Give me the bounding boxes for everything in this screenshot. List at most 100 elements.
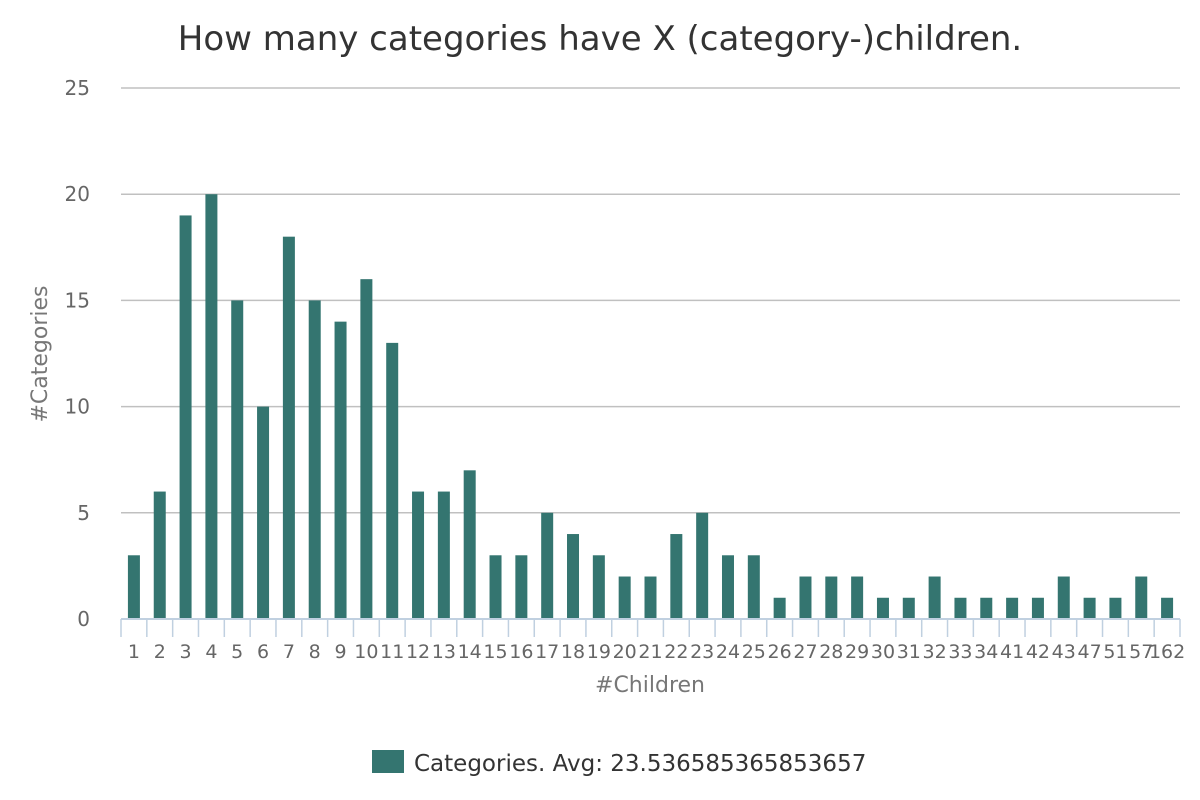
bar-24[interactable] [721, 555, 734, 619]
x-tick-label-26: 26 [768, 641, 792, 663]
bar-31[interactable] [902, 597, 915, 619]
bar-2[interactable] [153, 491, 166, 619]
bar-19[interactable] [592, 555, 605, 619]
bar-51[interactable] [1109, 597, 1122, 619]
x-tick-label-10: 10 [354, 641, 378, 663]
y-axis-tick-labels: 0 5 10 15 20 25 [65, 76, 90, 631]
bar-1[interactable] [127, 555, 140, 619]
bar-6[interactable] [257, 406, 270, 619]
y-tick-label-25: 25 [65, 76, 90, 100]
y-tick-label-0: 0 [77, 607, 90, 631]
x-tick-label-18: 18 [561, 641, 585, 663]
x-tick-label-51: 51 [1103, 641, 1127, 663]
x-tick-label-42: 42 [1026, 641, 1050, 663]
bar-5[interactable] [231, 300, 244, 619]
x-tick-label-57: 57 [1129, 641, 1153, 663]
x-tick-label-17: 17 [535, 641, 559, 663]
bar-12[interactable] [412, 491, 425, 619]
bars [127, 194, 1174, 619]
x-tick-label-21: 21 [638, 641, 662, 663]
bar-23[interactable] [696, 512, 709, 619]
bar-9[interactable] [334, 321, 347, 619]
bar-43[interactable] [1057, 576, 1070, 619]
x-tick-label-7: 7 [283, 641, 295, 663]
x-tick-label-14: 14 [458, 641, 482, 663]
bar-3[interactable] [179, 215, 192, 619]
x-tick-label-6: 6 [257, 641, 269, 663]
x-tick-label-13: 13 [432, 641, 456, 663]
bar-25[interactable] [747, 555, 760, 619]
x-tick-label-5: 5 [231, 641, 243, 663]
bar-41[interactable] [1006, 597, 1019, 619]
x-axis-title: #Children [595, 673, 705, 698]
bar-4[interactable] [205, 194, 218, 619]
x-axis-tick-labels: 1 2 3 4 5 6 7 8 9 10 11 12 13 14 15 16 17 18 19 20 21 22 23 24 2… [128, 641, 1185, 663]
y-tick-label-15: 15 [65, 288, 90, 312]
x-tick-label-162: 162 [1149, 641, 1185, 663]
y-tick-label-20: 20 [65, 182, 90, 206]
y-axis-title: #Categories [28, 285, 53, 422]
x-tick-label-23: 23 [690, 641, 714, 663]
bar-13[interactable] [437, 491, 450, 619]
bar-11[interactable] [386, 342, 399, 619]
x-tick-label-25: 25 [742, 641, 766, 663]
x-tick-label-41: 41 [1000, 641, 1024, 663]
x-tick-label-20: 20 [613, 641, 637, 663]
x-tick-label-33: 33 [948, 641, 972, 663]
x-tick-label-3: 3 [180, 641, 192, 663]
x-tick-label-2: 2 [154, 641, 166, 663]
x-axis-ticks [120, 619, 1181, 637]
bar-32[interactable] [928, 576, 941, 619]
bar-28[interactable] [825, 576, 838, 619]
bar-42[interactable] [1031, 597, 1044, 619]
bar-29[interactable] [851, 576, 864, 619]
bar-21[interactable] [644, 576, 657, 619]
gridlines [121, 87, 1180, 514]
x-tick-label-32: 32 [923, 641, 947, 663]
legend-swatch [372, 750, 404, 773]
bar-26[interactable] [773, 597, 786, 619]
legend-label: Categories. Avg: 23.536585365853657 [414, 751, 866, 777]
bar-162[interactable] [1161, 597, 1174, 619]
x-tick-label-28: 28 [819, 641, 843, 663]
bar-17[interactable] [541, 512, 554, 619]
x-tick-label-12: 12 [406, 641, 430, 663]
x-tick-label-43: 43 [1052, 641, 1076, 663]
x-tick-label-31: 31 [897, 641, 921, 663]
x-tick-label-29: 29 [845, 641, 869, 663]
bar-34[interactable] [980, 597, 993, 619]
bar-27[interactable] [799, 576, 812, 619]
bar-15[interactable] [489, 555, 502, 619]
bar-8[interactable] [308, 300, 321, 619]
bar-20[interactable] [618, 576, 631, 619]
x-tick-label-27: 27 [793, 641, 817, 663]
bar-30[interactable] [876, 597, 889, 619]
x-tick-label-22: 22 [664, 641, 688, 663]
x-tick-label-8: 8 [309, 641, 321, 663]
x-tick-label-15: 15 [483, 641, 507, 663]
x-tick-label-34: 34 [974, 641, 998, 663]
x-tick-label-4: 4 [205, 641, 217, 663]
bar-18[interactable] [567, 534, 580, 619]
bar-7[interactable] [282, 236, 295, 619]
y-tick-label-5: 5 [77, 501, 90, 525]
bar-57[interactable] [1135, 576, 1148, 619]
x-tick-label-9: 9 [335, 641, 347, 663]
x-tick-label-1: 1 [128, 641, 140, 663]
bar-33[interactable] [954, 597, 967, 619]
bar-47[interactable] [1083, 597, 1096, 619]
x-tick-label-47: 47 [1078, 641, 1102, 663]
x-tick-label-24: 24 [716, 641, 740, 663]
bar-16[interactable] [515, 555, 528, 619]
bar-22[interactable] [670, 534, 683, 619]
bar-10[interactable] [360, 279, 373, 619]
chart-title: How many categories have X (category-)ch… [178, 19, 1022, 59]
x-tick-label-11: 11 [380, 641, 404, 663]
y-tick-label-10: 10 [65, 395, 90, 419]
bar-14[interactable] [463, 470, 476, 619]
x-tick-label-30: 30 [871, 641, 895, 663]
legend[interactable]: Categories. Avg: 23.536585365853657 [372, 750, 866, 777]
x-tick-label-16: 16 [509, 641, 533, 663]
